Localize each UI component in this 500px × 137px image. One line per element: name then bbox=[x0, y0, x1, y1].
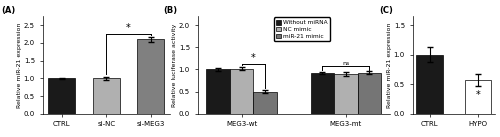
Bar bbox=[138, 39, 164, 114]
Bar bbox=[416, 55, 443, 114]
Bar bbox=[206, 69, 230, 114]
Text: ns: ns bbox=[342, 61, 349, 65]
Bar bbox=[310, 73, 334, 114]
Bar bbox=[254, 92, 277, 114]
Bar bbox=[93, 78, 120, 114]
Y-axis label: Relative luciferase activity: Relative luciferase activity bbox=[172, 23, 177, 107]
Bar bbox=[334, 74, 357, 114]
Y-axis label: Relative miR-21 expression: Relative miR-21 expression bbox=[17, 22, 22, 108]
Bar bbox=[358, 73, 382, 114]
Text: (A): (A) bbox=[2, 6, 16, 15]
Bar bbox=[48, 78, 75, 114]
Text: *: * bbox=[251, 53, 256, 63]
Text: *: * bbox=[126, 23, 131, 33]
Legend: Without miRNA, NC mimic, miR-21 mimic: Without miRNA, NC mimic, miR-21 mimic bbox=[274, 17, 330, 41]
Text: (B): (B) bbox=[163, 6, 177, 15]
Text: (C): (C) bbox=[380, 6, 394, 15]
Bar bbox=[230, 69, 254, 114]
Bar bbox=[464, 80, 491, 114]
Y-axis label: Relative miR-21 expression: Relative miR-21 expression bbox=[387, 22, 392, 108]
Text: *: * bbox=[476, 90, 480, 100]
